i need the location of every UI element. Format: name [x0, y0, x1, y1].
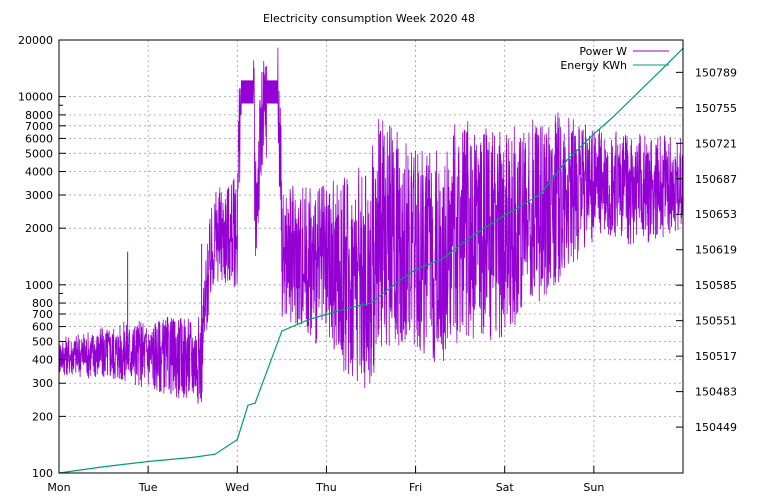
energy-point [343, 308, 345, 310]
right-tick-label: 150585 [695, 279, 737, 292]
energy-point [308, 319, 310, 321]
right-tick-label: 150619 [695, 244, 737, 257]
right-tick-label: 150653 [695, 208, 737, 221]
left-tick-label: 400 [32, 354, 53, 367]
left-tick-label: 20000 [18, 34, 53, 47]
left-tick-label: 300 [32, 377, 53, 390]
energy-point [281, 330, 283, 332]
x-tick-label: Fri [409, 481, 422, 494]
energy-point [247, 404, 249, 406]
left-tick-label: 7000 [25, 120, 53, 133]
energy-point [504, 214, 506, 216]
power-line [58, 47, 684, 404]
energy-series-layer [58, 47, 684, 474]
left-tick-label: 1000 [25, 279, 53, 292]
energy-point [611, 117, 613, 119]
x-tick-label: Thu [315, 481, 337, 494]
x-tick-label: Sat [496, 481, 515, 494]
left-tick-label: 200 [32, 410, 53, 423]
left-tick-label: 8000 [25, 109, 53, 122]
x-axis: Mon Tue Wed Thu Fri Sat Sun [47, 466, 684, 494]
x-tick-label: Mon [47, 481, 70, 494]
left-tick-label: 10000 [18, 91, 53, 104]
energy-point [370, 302, 372, 304]
left-tick-label: 6000 [25, 132, 53, 145]
right-tick-label: 150721 [695, 137, 737, 150]
plot-frame [58, 39, 684, 474]
left-tick-label: 800 [32, 297, 53, 310]
left-tick-label: 600 [32, 321, 53, 334]
energy-point [414, 268, 417, 271]
energy-point [441, 258, 443, 260]
right-tick-label: 150687 [695, 173, 737, 186]
energy-point [236, 439, 238, 441]
left-tick-label: 2000 [25, 222, 53, 235]
energy-point [566, 159, 568, 161]
chart-title: Electricity consumption Week 2020 48 [263, 12, 475, 25]
energy-point [102, 466, 105, 468]
x-tick-label: Tue [138, 481, 158, 494]
energy-point [192, 456, 194, 458]
energy-point [397, 281, 399, 283]
x-tick-label: Wed [225, 481, 249, 494]
energy-line [58, 47, 684, 474]
legend-label-power: Power W [579, 45, 627, 58]
power-series-layer [58, 47, 684, 404]
right-tick-label: 150517 [695, 350, 737, 363]
energy-point [147, 460, 149, 463]
left-tick-label: 4000 [25, 166, 53, 179]
left-tick-label: 5000 [25, 147, 53, 160]
right-tick-label: 150789 [695, 66, 737, 79]
right-tick-label: 150483 [695, 386, 737, 399]
left-tick-label: 3000 [25, 189, 53, 202]
energy-point [468, 237, 470, 239]
x-tick-label: Sun [583, 481, 604, 494]
left-tick-label: 500 [32, 335, 53, 348]
left-tick-label: 700 [32, 308, 53, 321]
legend: Power W Energy KWh [560, 45, 669, 72]
energy-point [664, 65, 666, 67]
right-tick-label: 150755 [695, 102, 737, 115]
right-axis: 150449 150483 150517 150551 150585 150619 1506… [676, 66, 737, 434]
energy-point [214, 453, 216, 455]
left-tick-label: 100 [32, 467, 53, 480]
right-tick-label: 150551 [695, 315, 737, 328]
energy-point [254, 402, 256, 404]
energy-point [637, 91, 640, 93]
legend-label-energy: Energy KWh [560, 59, 627, 72]
energy-point [539, 193, 541, 196]
energy-point [593, 133, 595, 135]
right-tick-label: 150449 [695, 421, 737, 434]
